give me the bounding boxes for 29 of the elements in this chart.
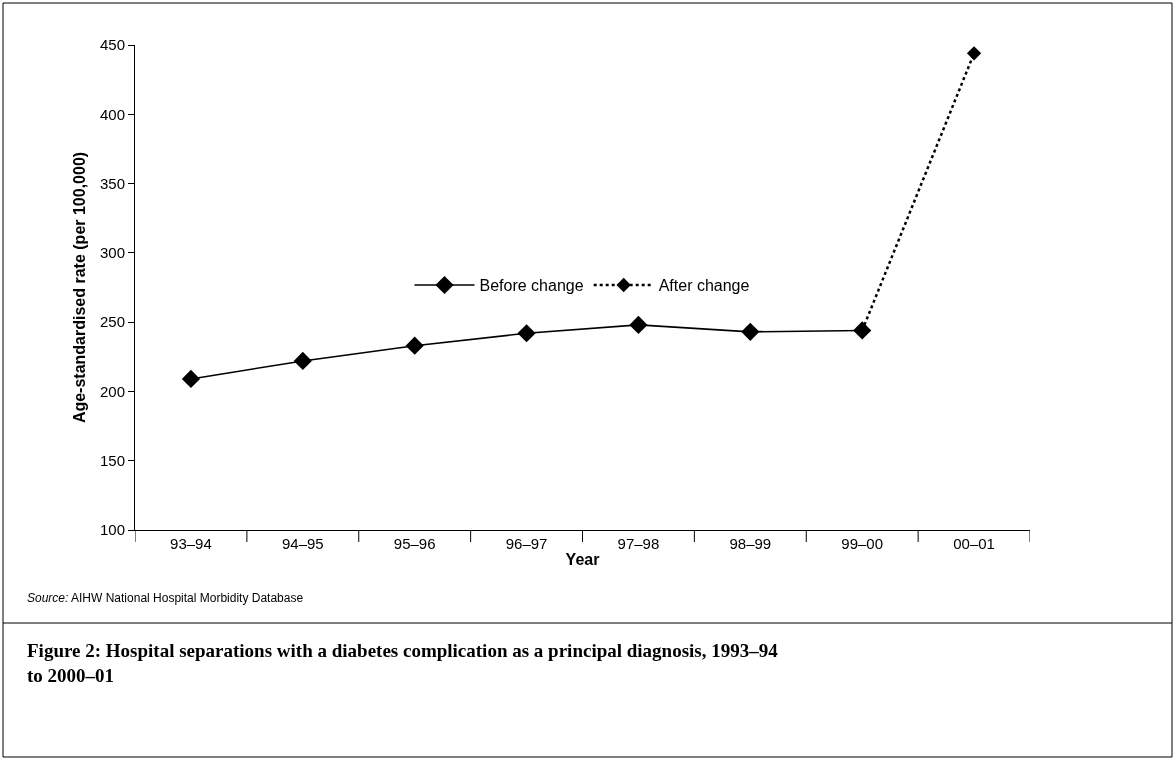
- point: [293, 351, 312, 371]
- point: [405, 336, 424, 355]
- y-tick-label: 450: [99, 36, 125, 54]
- y-tick-label: 100: [99, 521, 125, 539]
- y-axis-title: Age-standardised rate (per 100,000): [70, 151, 88, 424]
- legend-label: Before change: [479, 277, 584, 295]
- x-tick-label: 00–01: [953, 535, 995, 552]
- legend-label: After change: [658, 277, 750, 295]
- point: [517, 324, 536, 343]
- source-note: Source: AIHW National Hospital Morbidity Database: [27, 591, 304, 605]
- y-tick-label: 350: [99, 174, 125, 192]
- y-tick-label: 300: [99, 244, 125, 262]
- x-tick-label: 94–95: [281, 535, 324, 552]
- point: [181, 369, 201, 389]
- y-tick-label: 250: [99, 313, 125, 331]
- point: [629, 315, 648, 335]
- text: Figure 2: Hospital separations with a diabetes complication as a principal diagnosis, 1993–94 to 2000–01: [27, 640, 779, 686]
- x-tick-label: 99–00: [841, 535, 884, 552]
- point: [741, 322, 760, 341]
- x-tick-label: 95–96: [393, 535, 436, 552]
- x-tick-label: 98–99: [729, 535, 772, 552]
- y-tick-label: 200: [99, 382, 125, 400]
- point: [966, 46, 982, 61]
- y-tick-label: 400: [99, 105, 125, 123]
- x-axis-title: Year: [565, 550, 600, 568]
- x-tick-label: 97–98: [617, 535, 660, 552]
- y-tick-label: 150: [99, 451, 125, 469]
- x-tick-label: 96–97: [505, 535, 548, 552]
- x-tick-label: 93–94: [170, 535, 212, 552]
